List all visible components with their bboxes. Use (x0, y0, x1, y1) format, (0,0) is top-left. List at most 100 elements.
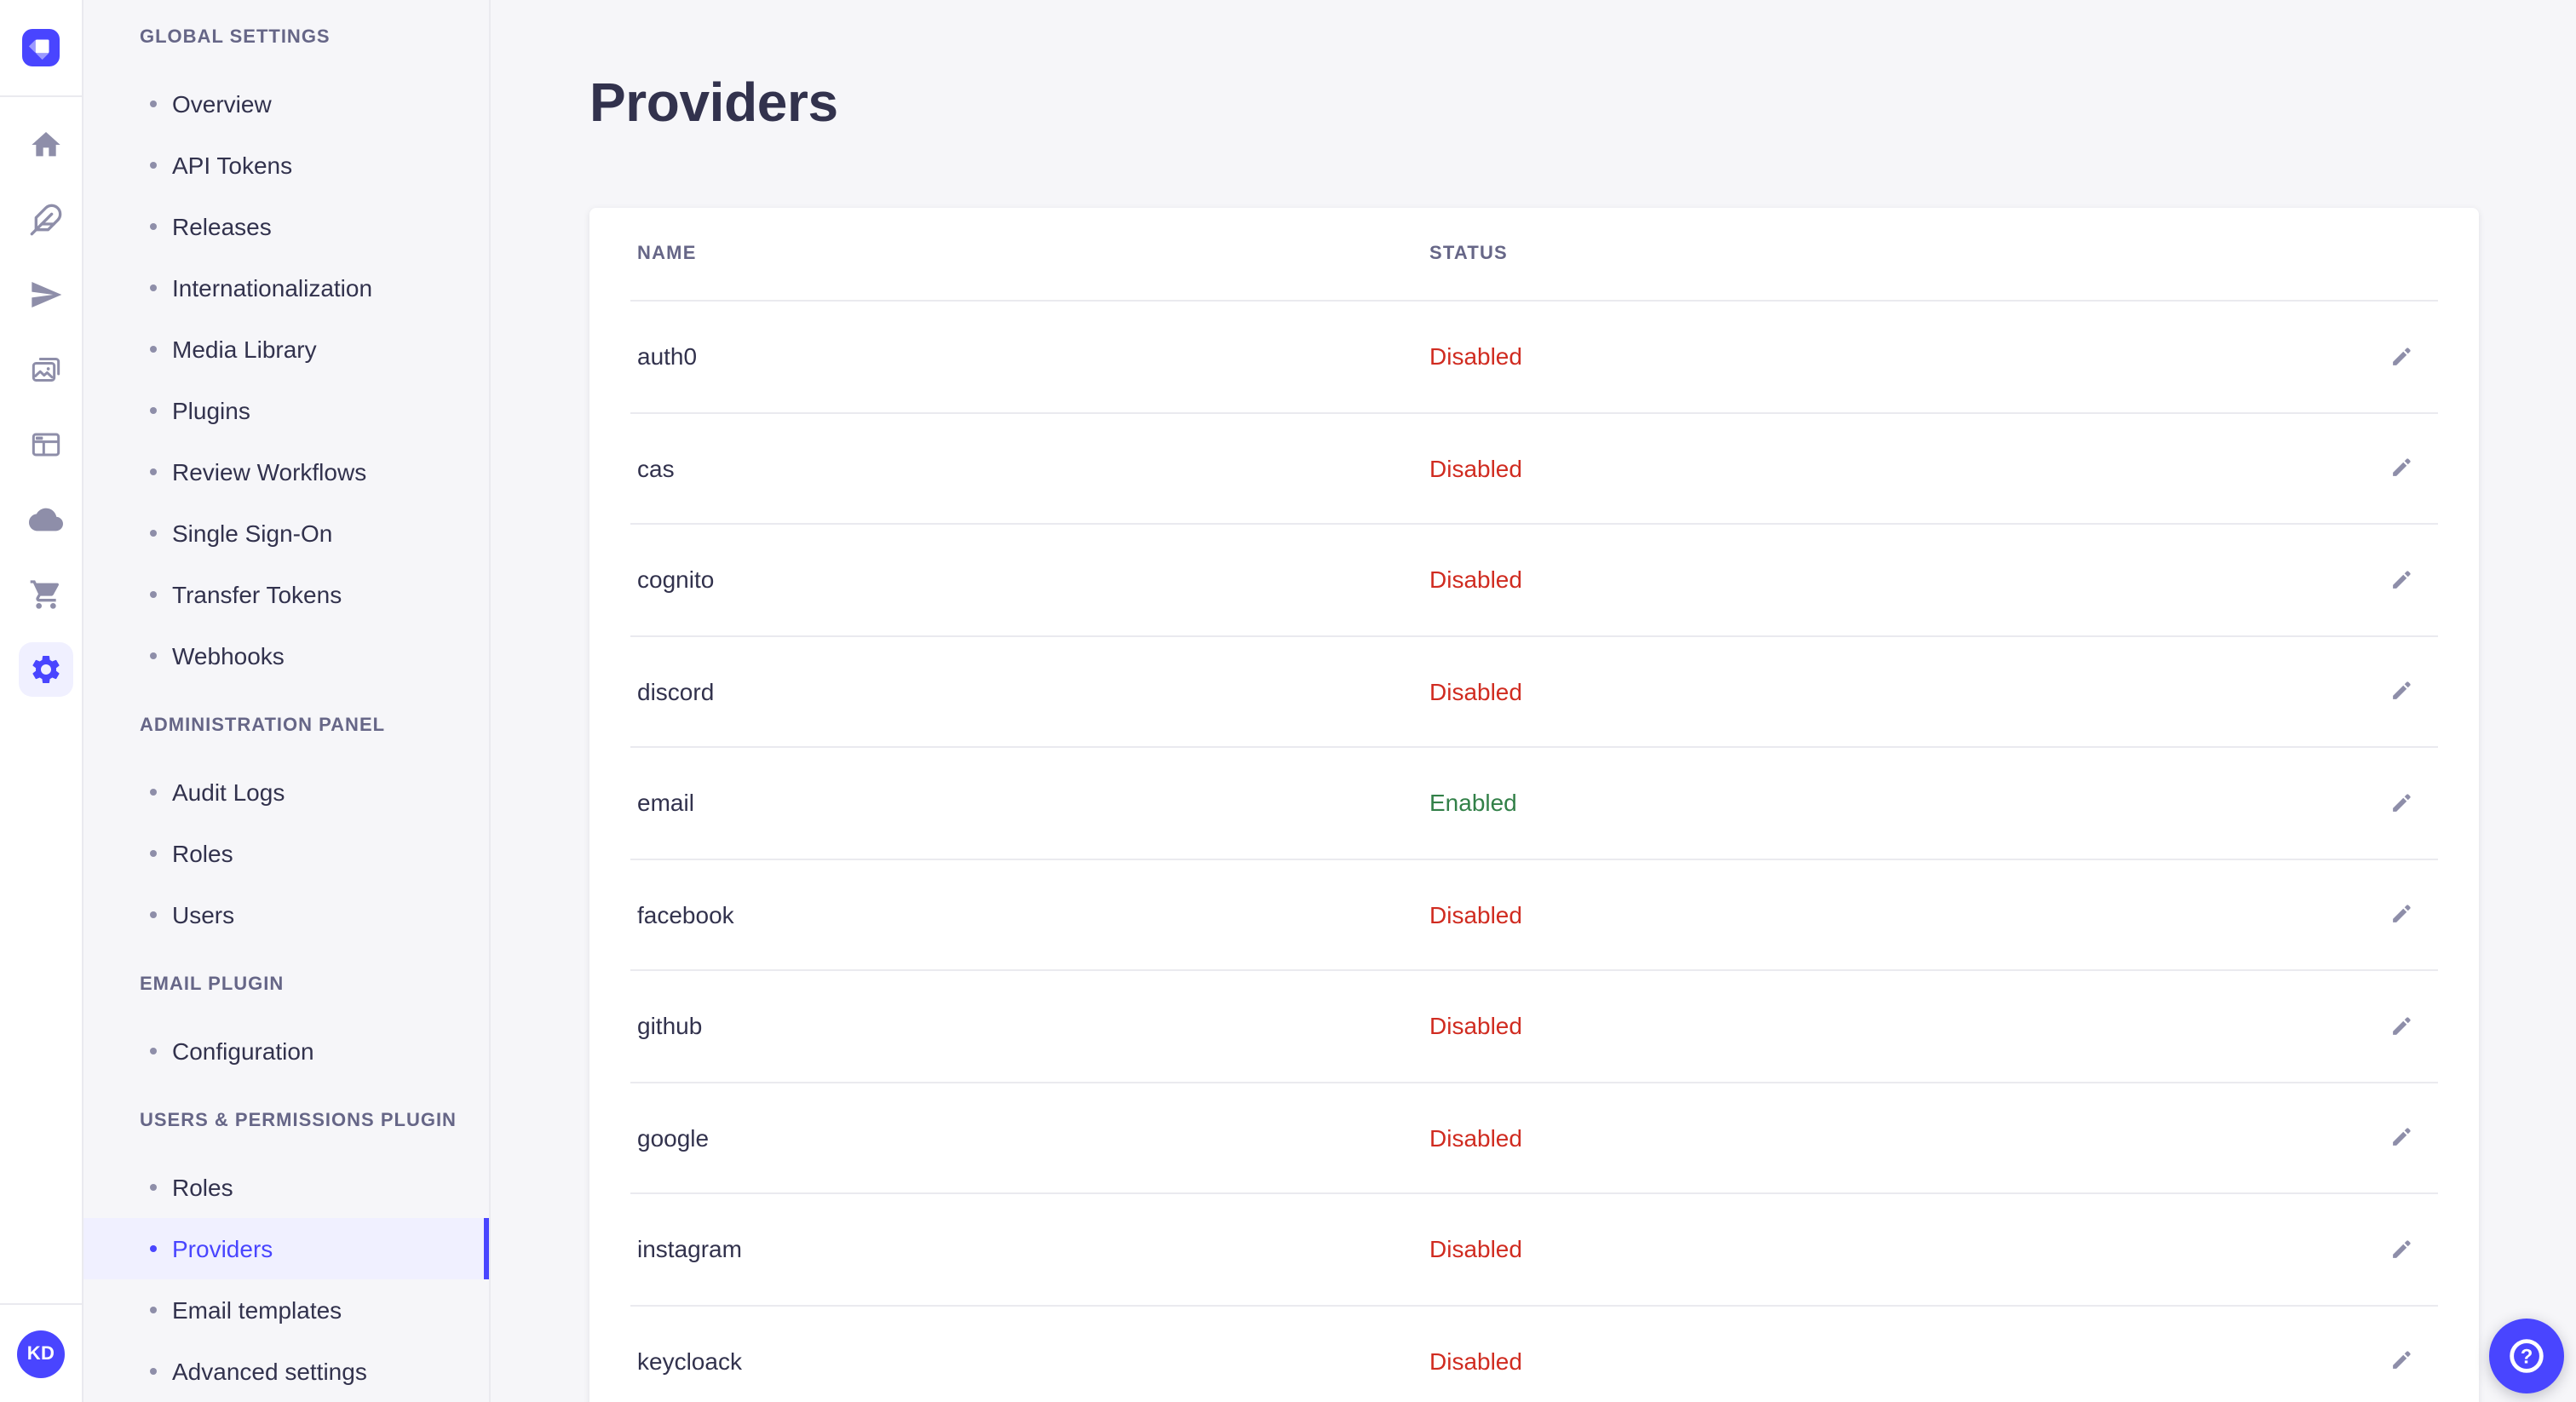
edit-provider-button[interactable] (2373, 330, 2428, 384)
edit-provider-button[interactable] (2373, 664, 2428, 719)
help-button[interactable]: ? (2489, 1319, 2564, 1393)
sidebar-item-review-workflows[interactable]: Review Workflows (83, 441, 489, 503)
pencil-icon (2392, 570, 2410, 589)
bullet-icon (150, 346, 157, 353)
edit-provider-button[interactable] (2373, 1111, 2428, 1165)
rail-item-media-library[interactable] (9, 332, 81, 407)
pencil-icon (2392, 1239, 2410, 1258)
sidebar-item-label: Transfer Tokens (172, 581, 342, 608)
providers-table-card: NAME STATUS auth0 Disabled cas Disabled (589, 208, 2479, 1402)
question-mark-icon: ? (2510, 1339, 2544, 1373)
provider-status: Disabled (1429, 1012, 1522, 1040)
rail-item-home[interactable] (9, 107, 81, 182)
provider-name: facebook (637, 900, 734, 928)
sidebar-item-label: Review Workflows (172, 458, 367, 486)
table-row: keycloack Disabled (630, 1306, 2438, 1402)
edit-provider-button[interactable] (2373, 1334, 2428, 1388)
bullet-icon (150, 101, 157, 107)
sidebar-item-label: Single Sign-On (172, 520, 333, 547)
sidebar-item-webhooks[interactable]: Webhooks (83, 625, 489, 687)
bullet-icon (150, 1184, 157, 1191)
sidebar-item-audit-logs[interactable]: Audit Logs (83, 761, 489, 823)
rail-nav (0, 107, 82, 707)
table-header-row: NAME STATUS (630, 208, 2438, 302)
settings-sidebar: GLOBAL SETTINGS Overview API Tokens Rele… (83, 0, 491, 1402)
sidebar-item-roles[interactable]: Roles (83, 1157, 489, 1218)
pencil-icon (2392, 1128, 2410, 1146)
bullet-icon (150, 284, 157, 291)
provider-status: Disabled (1429, 1235, 1522, 1263)
sidebar-item-label: Roles (172, 840, 233, 867)
settings-icon (18, 642, 72, 697)
edit-provider-button[interactable] (2373, 441, 2428, 496)
provider-status: Enabled (1429, 789, 1517, 817)
sidebar-item-label: API Tokens (172, 152, 293, 179)
pencil-icon (2392, 1016, 2410, 1035)
sidebar-item-email-templates[interactable]: Email templates (83, 1279, 489, 1341)
sidebar-item-label: Audit Logs (172, 779, 285, 806)
provider-name: cas (637, 454, 675, 482)
sidebar-item-internationalization[interactable]: Internationalization (83, 257, 489, 319)
sidebar-item-label: Providers (172, 1235, 273, 1262)
provider-name: keycloack (637, 1347, 742, 1375)
rail-item-content-manager[interactable] (9, 407, 81, 482)
main-nav-rail: KD (0, 0, 83, 1402)
provider-name: cognito (637, 566, 715, 594)
table-row: instagram Disabled (630, 1194, 2438, 1306)
bullet-icon (150, 850, 157, 857)
sidebar-section: ADMINISTRATION PANEL Audit Logs Roles Us… (83, 712, 489, 945)
provider-status: Disabled (1429, 1347, 1522, 1375)
sidebar-item-label: Email templates (172, 1296, 342, 1324)
content-type-builder-icon (18, 192, 72, 247)
table-row: google Disabled (630, 1083, 2438, 1194)
sidebar-item-users[interactable]: Users (83, 884, 489, 945)
sidebar-item-transfer-tokens[interactable]: Transfer Tokens (83, 564, 489, 625)
edit-provider-button[interactable] (2373, 888, 2428, 942)
sidebar-item-roles[interactable]: Roles (83, 823, 489, 884)
edit-provider-button[interactable] (2373, 776, 2428, 830)
sidebar-item-label: Media Library (172, 336, 317, 363)
deploy-icon (18, 267, 72, 322)
rail-item-cloud[interactable] (9, 482, 81, 557)
page-title: Providers (589, 72, 838, 133)
rail-item-deploy[interactable] (9, 257, 81, 332)
rail-item-settings[interactable] (9, 632, 81, 707)
sidebar-item-api-tokens[interactable]: API Tokens (83, 135, 489, 196)
sidebar-section: EMAIL PLUGIN Configuration (83, 971, 489, 1082)
bullet-icon (150, 591, 157, 598)
rail-item-marketplace[interactable] (9, 557, 81, 632)
table-row: cas Disabled (630, 413, 2438, 525)
provider-status: Disabled (1429, 1123, 1522, 1152)
column-header-name: NAME (637, 244, 697, 264)
sidebar-item-releases[interactable]: Releases (83, 196, 489, 257)
bullet-icon (150, 223, 157, 230)
user-avatar[interactable]: KD (17, 1330, 65, 1378)
sidebar-item-media-library[interactable]: Media Library (83, 319, 489, 380)
sidebar-item-plugins[interactable]: Plugins (83, 380, 489, 441)
pencil-icon (2392, 793, 2410, 812)
sidebar-item-label: Internationalization (172, 274, 373, 302)
provider-status: Disabled (1429, 454, 1522, 482)
edit-provider-button[interactable] (2373, 999, 2428, 1054)
sidebar-item-label: Roles (172, 1174, 233, 1201)
edit-provider-button[interactable] (2373, 553, 2428, 607)
sidebar-item-single-sign-on[interactable]: Single Sign-On (83, 503, 489, 564)
sidebar-item-providers[interactable]: Providers (83, 1218, 489, 1279)
rail-item-content-type-builder[interactable] (9, 182, 81, 257)
sidebar-section: USERS & PERMISSIONS PLUGIN Roles Provide… (83, 1107, 489, 1402)
column-header-status: STATUS (1429, 244, 1508, 264)
pencil-icon (2392, 905, 2410, 923)
provider-status: Disabled (1429, 342, 1522, 371)
sidebar-item-advanced-settings[interactable]: Advanced settings (83, 1341, 489, 1402)
strapi-logo[interactable] (22, 29, 60, 66)
sidebar-item-configuration[interactable]: Configuration (83, 1020, 489, 1082)
pencil-icon (2392, 347, 2410, 365)
rail-divider (0, 1303, 82, 1305)
bullet-icon (150, 1368, 157, 1375)
sidebar-item-label: Configuration (172, 1037, 314, 1065)
sidebar-item-overview[interactable]: Overview (83, 73, 489, 135)
sidebar-item-label: Advanced settings (172, 1358, 367, 1385)
edit-provider-button[interactable] (2373, 1222, 2428, 1277)
pencil-icon (2392, 1351, 2410, 1370)
